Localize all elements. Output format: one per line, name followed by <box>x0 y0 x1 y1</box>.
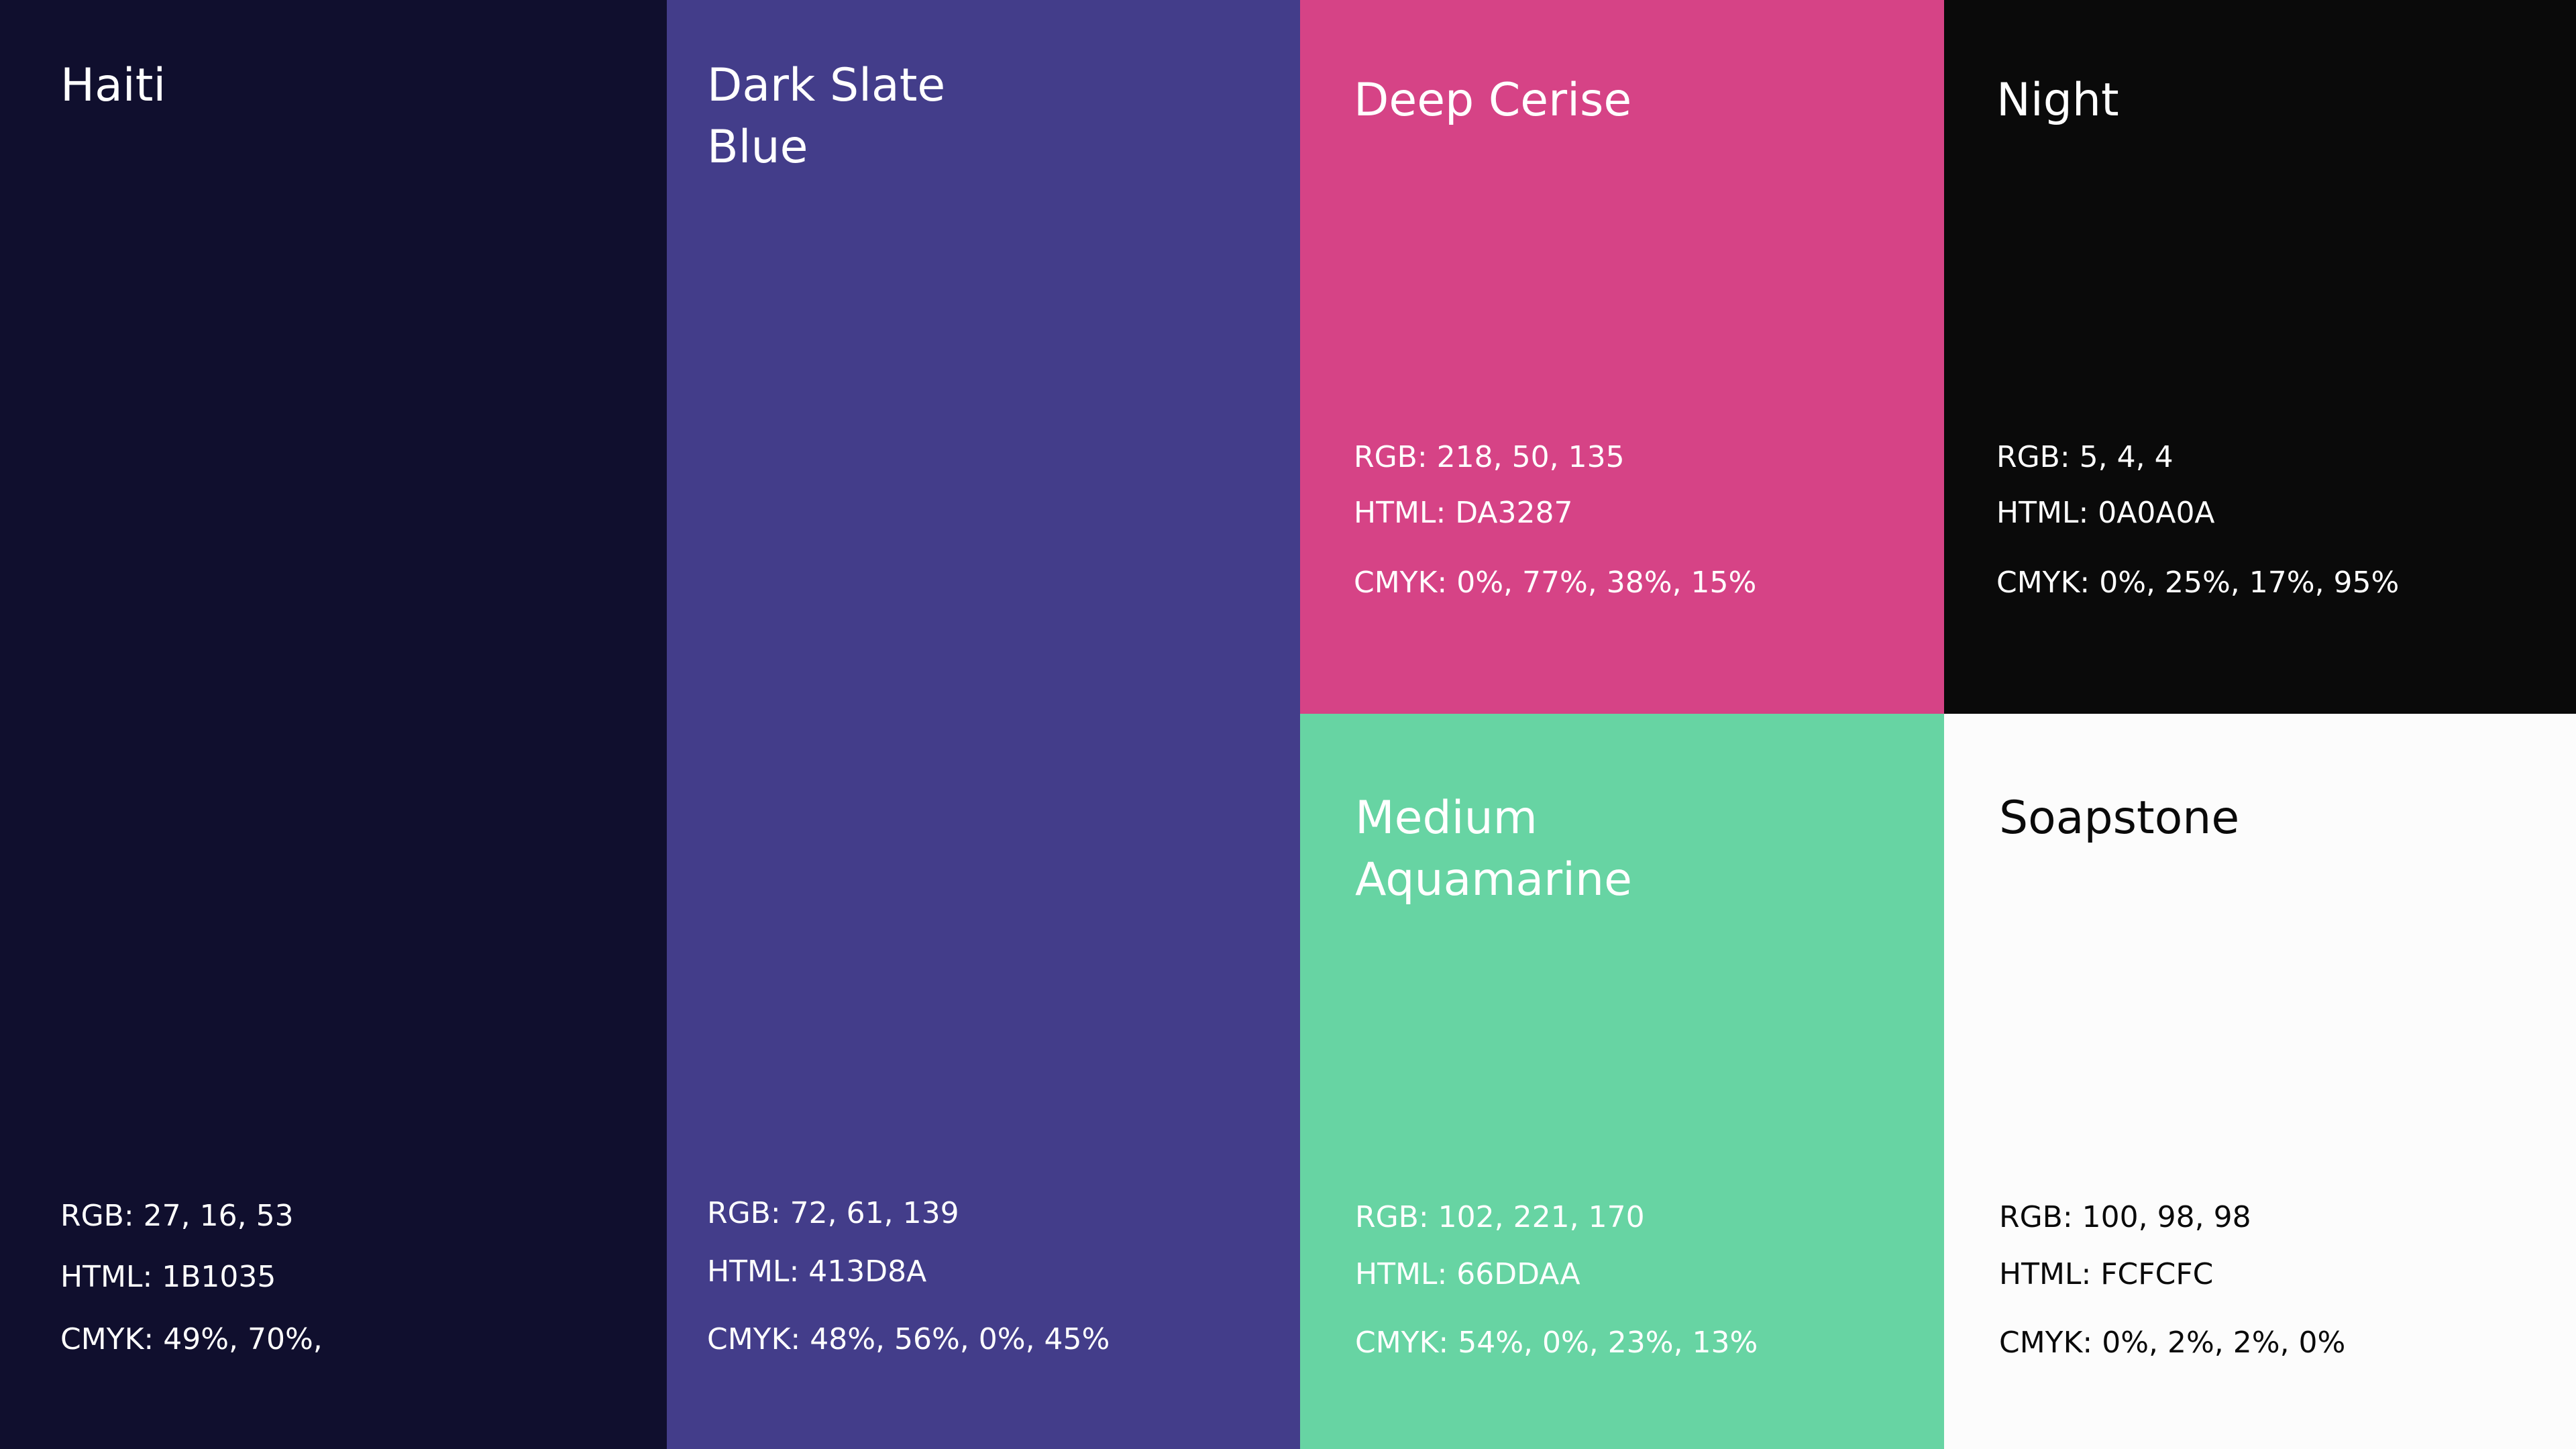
swatch-html-value: HTML: FCFCFC <box>1999 1257 2214 1291</box>
swatch-night: Night RGB: 5, 4, 4 HTML: 0A0A0A CMYK: 0%… <box>1944 0 2576 714</box>
swatch-rgb-value: RGB: 218, 50, 135 <box>1354 440 1625 474</box>
swatch-name: Night <box>1996 74 2119 127</box>
swatch-dark-slate-blue: Dark Slate Blue RGB: 72, 61, 139 HTML: 4… <box>667 0 1300 1449</box>
swatch-html-value: HTML: 413D8A <box>707 1254 927 1289</box>
swatch-rgb-value: RGB: 102, 221, 170 <box>1355 1200 1645 1234</box>
swatch-rgb-value: RGB: 5, 4, 4 <box>1996 440 2174 474</box>
swatch-haiti: Haiti RGB: 27, 16, 53 HTML: 1B1035 CMYK:… <box>0 0 667 1449</box>
swatch-name: Deep Cerise <box>1354 74 1632 127</box>
swatch-name: Medium Aquamarine <box>1355 792 1632 906</box>
swatch-medium-aquamarine: Medium Aquamarine RGB: 102, 221, 170 HTM… <box>1300 714 1944 1449</box>
swatch-html-value: HTML: 66DDAA <box>1355 1257 1580 1291</box>
swatch-rgb-value: RGB: 27, 16, 53 <box>60 1199 294 1233</box>
swatch-cmyk-value: CMYK: 0%, 2%, 2%, 0% <box>1999 1326 2346 1360</box>
swatch-html-value: HTML: 1B1035 <box>60 1260 276 1294</box>
swatch-rgb-value: RGB: 72, 61, 139 <box>707 1196 959 1230</box>
swatch-deep-cerise: Deep Cerise RGB: 218, 50, 135 HTML: DA32… <box>1300 0 1944 714</box>
swatch-cmyk-value: CMYK: 54%, 0%, 23%, 13% <box>1355 1326 1758 1360</box>
swatch-rgb-value: RGB: 100, 98, 98 <box>1999 1200 2251 1234</box>
swatch-html-value: HTML: DA3287 <box>1354 496 1573 530</box>
swatch-html-value: HTML: 0A0A0A <box>1996 496 2215 530</box>
swatch-cmyk-value: CMYK: 0%, 77%, 38%, 15% <box>1354 566 1757 600</box>
swatch-name: Soapstone <box>1999 792 2240 845</box>
swatch-cmyk-value: CMYK: 49%, 70%, <box>60 1322 323 1356</box>
swatch-cmyk-value: CMYK: 48%, 56%, 0%, 45% <box>707 1322 1110 1356</box>
swatch-soapstone: Soapstone RGB: 100, 98, 98 HTML: FCFCFC … <box>1944 714 2576 1449</box>
swatch-name: Haiti <box>60 59 166 112</box>
swatch-name: Dark Slate Blue <box>707 59 946 174</box>
swatch-cmyk-value: CMYK: 0%, 25%, 17%, 95% <box>1996 566 2400 600</box>
